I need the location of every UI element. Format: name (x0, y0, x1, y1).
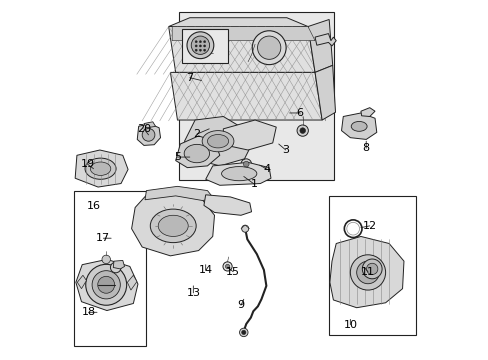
Circle shape (199, 41, 201, 43)
Circle shape (203, 41, 205, 43)
Polygon shape (205, 162, 270, 185)
Bar (74, 190, 146, 346)
Polygon shape (170, 72, 322, 120)
Polygon shape (127, 275, 137, 290)
Bar (182, 29, 227, 63)
Text: 5: 5 (174, 152, 181, 162)
Text: 10: 10 (343, 320, 357, 330)
Polygon shape (360, 108, 374, 117)
Text: 13: 13 (186, 288, 200, 298)
Circle shape (356, 261, 379, 284)
Circle shape (241, 225, 248, 232)
Circle shape (223, 262, 232, 271)
Circle shape (252, 31, 285, 65)
Polygon shape (329, 237, 403, 308)
Text: 1: 1 (250, 179, 257, 189)
Text: 14: 14 (198, 265, 212, 275)
Polygon shape (76, 259, 138, 311)
Polygon shape (168, 18, 307, 27)
Circle shape (203, 45, 205, 47)
Polygon shape (314, 66, 335, 120)
Circle shape (299, 128, 305, 134)
Polygon shape (143, 122, 155, 128)
Polygon shape (314, 33, 336, 46)
Ellipse shape (207, 135, 228, 148)
Polygon shape (175, 136, 219, 168)
Ellipse shape (85, 158, 116, 179)
Text: 19: 19 (81, 159, 94, 169)
Circle shape (92, 271, 120, 299)
Circle shape (98, 276, 114, 293)
Circle shape (102, 255, 110, 264)
Circle shape (362, 259, 381, 279)
Text: 15: 15 (226, 267, 240, 277)
Text: 4: 4 (264, 165, 270, 174)
Text: 18: 18 (81, 307, 96, 317)
Ellipse shape (150, 209, 196, 243)
Polygon shape (137, 123, 160, 145)
Circle shape (110, 262, 121, 273)
Ellipse shape (221, 167, 256, 181)
Circle shape (349, 255, 385, 290)
Circle shape (142, 129, 155, 141)
Circle shape (195, 41, 197, 43)
Text: 12: 12 (362, 221, 376, 231)
Polygon shape (77, 275, 86, 289)
Circle shape (366, 263, 377, 275)
Text: 3: 3 (282, 145, 289, 155)
Ellipse shape (184, 144, 209, 163)
Polygon shape (113, 260, 124, 269)
Text: 2: 2 (193, 129, 200, 139)
Polygon shape (131, 190, 214, 256)
Circle shape (241, 330, 245, 334)
Text: 16: 16 (86, 202, 101, 211)
Circle shape (195, 49, 197, 51)
Polygon shape (223, 120, 276, 150)
Circle shape (241, 159, 251, 170)
Text: 6: 6 (296, 108, 303, 118)
Circle shape (195, 45, 197, 47)
Circle shape (239, 328, 247, 337)
Circle shape (186, 32, 213, 59)
Circle shape (85, 264, 126, 305)
Polygon shape (184, 117, 251, 166)
Text: 20: 20 (137, 124, 151, 134)
Ellipse shape (350, 121, 366, 131)
Circle shape (257, 36, 280, 59)
Circle shape (243, 161, 248, 167)
Text: 9: 9 (237, 300, 244, 310)
Circle shape (199, 49, 201, 51)
Circle shape (296, 125, 308, 136)
Ellipse shape (202, 131, 233, 152)
Circle shape (199, 45, 201, 47)
Text: 17: 17 (96, 233, 110, 243)
Polygon shape (203, 195, 251, 215)
Polygon shape (168, 27, 314, 72)
Text: 8: 8 (362, 143, 369, 153)
Circle shape (203, 49, 205, 51)
Polygon shape (75, 150, 128, 187)
Polygon shape (172, 27, 314, 41)
Text: 7: 7 (186, 73, 193, 83)
Polygon shape (145, 186, 214, 201)
Ellipse shape (90, 162, 111, 175)
Ellipse shape (158, 215, 188, 237)
Polygon shape (307, 19, 332, 72)
Text: 11: 11 (360, 267, 374, 277)
Bar (179, 12, 334, 180)
Bar (328, 196, 415, 335)
Polygon shape (341, 113, 376, 139)
Circle shape (225, 264, 229, 269)
Circle shape (191, 36, 209, 54)
